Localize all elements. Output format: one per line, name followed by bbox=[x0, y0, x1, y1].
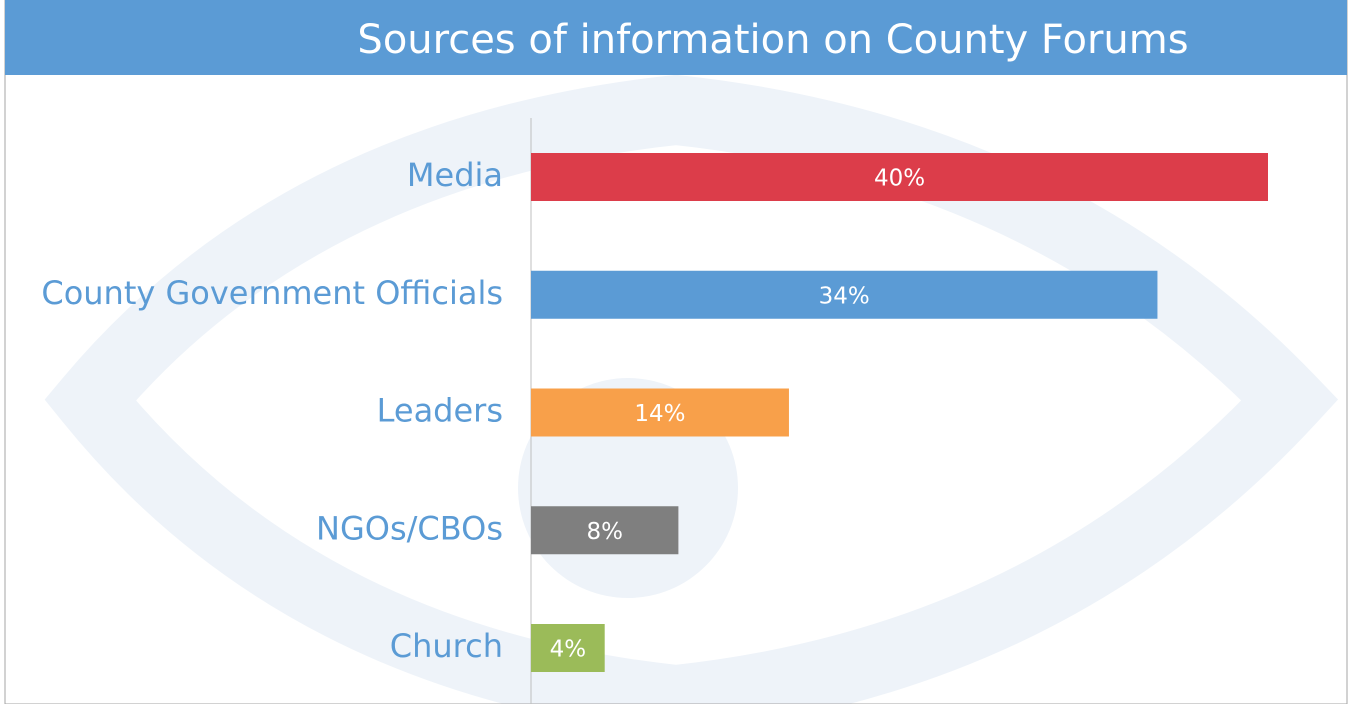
value-label: 14% bbox=[634, 401, 685, 427]
bar bbox=[531, 506, 679, 555]
category-label: NGOs/CBOs bbox=[316, 509, 503, 547]
bar bbox=[531, 153, 1268, 201]
header bbox=[5, 0, 1347, 75]
bar bbox=[531, 624, 605, 672]
value-label: 40% bbox=[874, 166, 925, 192]
bar bbox=[531, 388, 789, 437]
category-label: Church bbox=[390, 627, 503, 665]
watermark-eye bbox=[44, 74, 1339, 704]
category-label: Media bbox=[407, 156, 503, 194]
category-label: County Government Officials bbox=[41, 274, 503, 312]
category-label: Leaders bbox=[377, 392, 503, 430]
bar bbox=[531, 270, 1158, 319]
value-label: 4% bbox=[550, 637, 587, 663]
value-label: 8% bbox=[586, 519, 623, 545]
frame bbox=[4, 0, 1348, 704]
value-label: 34% bbox=[819, 283, 870, 309]
chart-title: Sources of information on County Forums bbox=[357, 17, 1188, 63]
